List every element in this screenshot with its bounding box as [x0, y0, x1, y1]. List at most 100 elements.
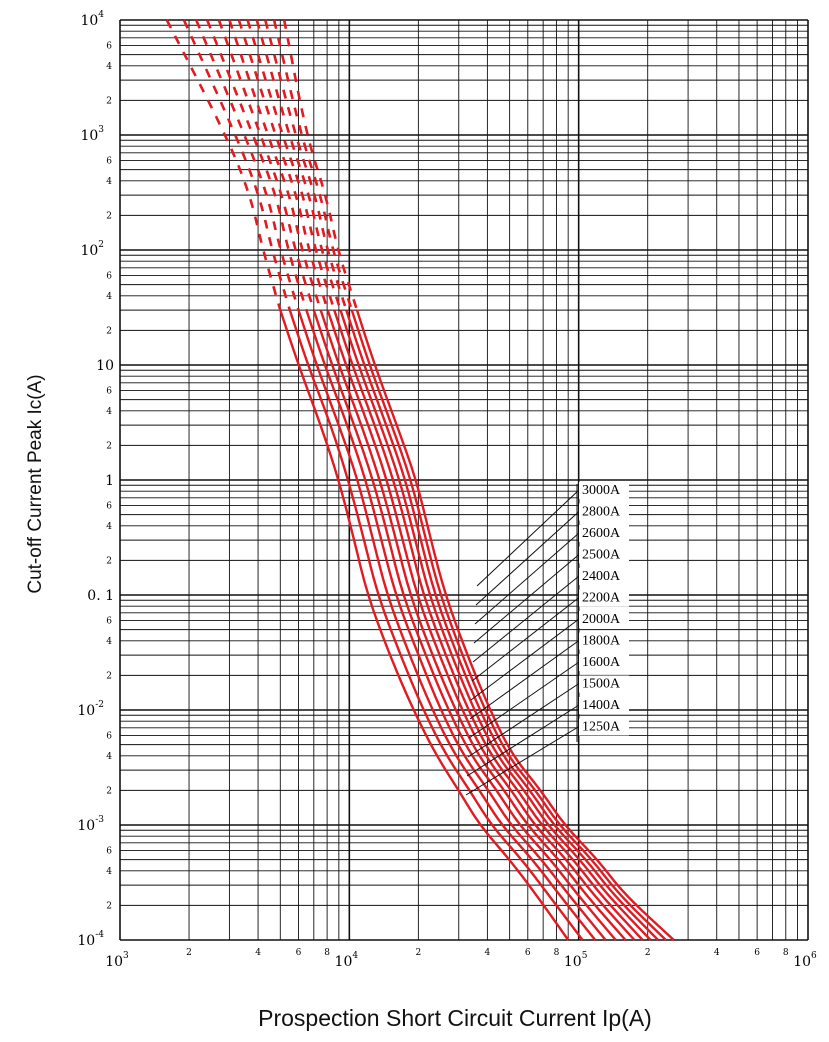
rating-label-2600A: 2600A [582, 526, 621, 541]
rating-label-2500A: 2500A [582, 548, 621, 563]
y-tick-minor: 6 [106, 502, 112, 512]
rating-label-3000A: 3000A [582, 483, 621, 498]
rating-leader-line [469, 640, 580, 720]
rating-label-bg [579, 589, 629, 607]
rating-label-2800A: 2800A [582, 505, 621, 520]
series-curve-dashed-3000A [282, 19, 359, 311]
series-curve-2500A [339, 309, 652, 941]
y-tick-minor: 2 [106, 671, 112, 681]
x-tick-exponent: 5 [582, 951, 588, 961]
rating-label-2200A: 2200A [582, 591, 621, 606]
series-curve-1600A [305, 309, 607, 941]
series-curve-dashed-1800A [217, 19, 316, 311]
x-tick-major: 105 [564, 951, 588, 970]
y-tick-minor: 2 [106, 901, 112, 911]
series-curve-2000A [319, 309, 627, 941]
y-tick-major: 1 [105, 473, 114, 489]
x-tick-minor: 8 [554, 948, 560, 958]
y-tick-exponent: -4 [95, 930, 104, 940]
x-tick-minor: 4 [485, 948, 491, 958]
y-tick-minor: 6 [106, 387, 112, 397]
rating-label-1250A: 1250A [582, 720, 621, 735]
rating-label-bg [579, 568, 629, 585]
rating-label-bg [579, 718, 629, 736]
rating-label-bg [579, 482, 629, 499]
rating-label-1500A: 1500A [582, 677, 621, 692]
y-tick-minor: 6 [106, 847, 112, 857]
series-curve-dashed-2800A [272, 19, 354, 311]
y-tick-exponent: -2 [95, 700, 104, 710]
x-tick-major: 104 [335, 951, 359, 970]
grid-lines [119, 19, 809, 941]
rating-label-1400A: 1400A [582, 698, 621, 713]
rating-label-1600A: 1600A [582, 655, 621, 670]
series-curve-dashed-1400A [182, 19, 292, 311]
y-tick-minor: 4 [106, 867, 112, 877]
rating-label-2000A: 2000A [582, 612, 621, 627]
x-tick-minor: 4 [714, 948, 720, 958]
series-curve-1800A [312, 309, 617, 941]
y-tick-major: 10 [96, 358, 114, 374]
x-tick-labels: 103 104 105 106 2 4 6 8 2 4 6 8 2 4 6 8 [105, 948, 817, 970]
x-tick-minor: 6 [296, 948, 302, 958]
series-curve-dashed-1250A [165, 19, 282, 311]
series-curves [165, 19, 675, 941]
series-curve-2200A [326, 309, 636, 941]
rating-leader-lines [465, 484, 580, 796]
y-tick-exponent: -3 [95, 815, 104, 825]
y-tick-major: 103 [80, 125, 104, 144]
y-tick-major: 10-3 [77, 815, 104, 834]
y-tick-minor: 2 [106, 211, 112, 221]
series-curve-dashed-2200A [237, 19, 329, 311]
rating-label-bg [579, 525, 629, 542]
y-tick-minor: 6 [106, 732, 112, 742]
rating-leader-line [472, 575, 580, 663]
rating-label-1800A: 1800A [582, 634, 621, 649]
y-tick-minor: 4 [106, 522, 112, 532]
y-tick-exponent: 2 [98, 240, 104, 250]
rating-leader-line [470, 618, 580, 701]
y-tick-minor: 4 [106, 407, 112, 417]
series-curve-1250A [279, 309, 570, 941]
rating-label-bg [579, 503, 629, 521]
x-tick-minor: 6 [754, 948, 760, 958]
rating-label-bg [579, 697, 629, 714]
series-curve-dashed-2000A [228, 19, 322, 311]
x-tick-minor: 8 [324, 948, 330, 958]
y-tick-minor: 2 [106, 441, 112, 451]
rating-label-bg [579, 611, 629, 628]
x-tick-minor: 6 [525, 948, 531, 958]
y-tick-minor: 6 [106, 42, 112, 52]
y-tick-minor: 4 [106, 177, 112, 187]
series-curve-dashed-2600A [264, 19, 348, 311]
x-tick-exponent: 3 [123, 951, 129, 961]
rating-label-bg [579, 654, 629, 671]
y-tick-major: 102 [80, 240, 104, 259]
y-tick-minor: 6 [106, 157, 112, 167]
y-tick-minor: 4 [106, 752, 112, 762]
rating-leader-line [476, 489, 580, 587]
rating-leader-line [468, 661, 580, 739]
y-tick-major: 10-4 [77, 930, 104, 949]
rating-leader-line [475, 511, 580, 606]
series-curve-3000A [355, 309, 675, 941]
y-tick-minor: 4 [106, 637, 112, 647]
series-curve-1500A [297, 309, 597, 941]
x-tick-minor: 2 [645, 948, 651, 958]
y-tick-minor: 2 [106, 326, 112, 336]
rating-label-bg [579, 675, 629, 693]
x-tick-minor: 2 [416, 948, 422, 958]
rating-leader-line [471, 597, 580, 682]
series-curve-2400A [333, 309, 644, 941]
x-tick-major: 103 [105, 951, 129, 970]
series-curve-2600A [345, 309, 659, 941]
x-tick-minor: 2 [186, 948, 192, 958]
y-tick-major: 0. 1 [87, 588, 114, 604]
rating-leader-line [467, 683, 580, 758]
series-curve-2800A [350, 309, 667, 941]
y-tick-major: 10-2 [77, 700, 104, 719]
y-tick-minor: 6 [106, 272, 112, 282]
x-tick-exponent: 4 [352, 951, 358, 961]
